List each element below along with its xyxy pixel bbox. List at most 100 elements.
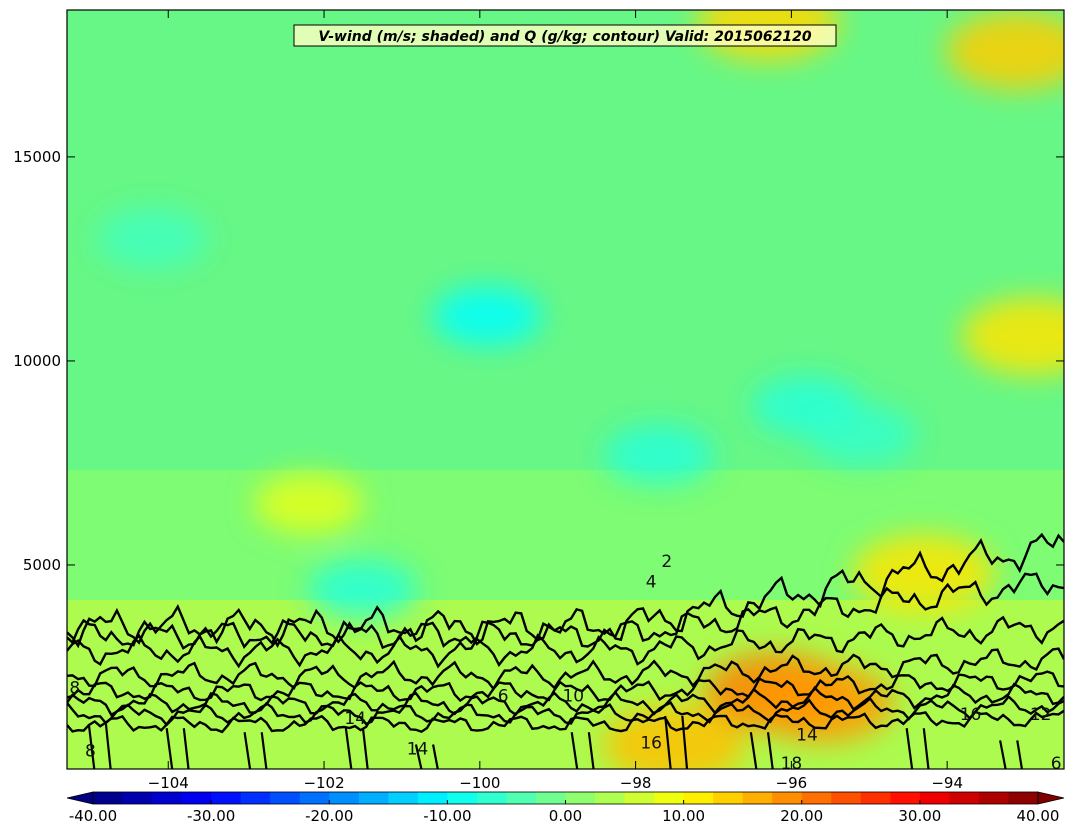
q-contour-line: [749, 732, 774, 769]
x-tick-label: −102: [303, 774, 344, 792]
plot-frame: [66, 9, 1065, 770]
x-tick-label: −94: [931, 774, 963, 792]
shading-base-upper: [67, 10, 1064, 470]
y-axis: 5000 10000 15000: [13, 148, 1064, 574]
shading-feature: [806, 404, 917, 465]
colorbar-segment: [949, 792, 980, 804]
colorbar-segment: [535, 792, 566, 804]
colorbar-segment: [831, 792, 862, 804]
colorbar-segment: [240, 792, 271, 804]
q-contour-line: [664, 715, 689, 769]
colorbar-extend-max: [1037, 791, 1065, 805]
y-tick-label: 5000: [23, 556, 61, 574]
q-contour-line: [67, 682, 1064, 717]
q-contour-label: 8: [85, 742, 96, 762]
q-contour-line: [165, 728, 190, 769]
colorbar-segment: [890, 792, 921, 804]
q-contour-label: 6: [498, 687, 509, 707]
q-contour-label: 16: [960, 705, 982, 725]
colorbar-segment: [447, 792, 478, 804]
colorbar-segment: [270, 792, 301, 804]
q-contour-line: [905, 728, 930, 769]
shading-feature: [603, 424, 714, 485]
colorbar-segment: [801, 792, 832, 804]
colorbar-segment: [476, 792, 507, 804]
colorbar-segment: [713, 792, 744, 804]
colorbar-segment: [595, 792, 626, 804]
colorbar-segment: [683, 792, 714, 804]
colorbar-tick-label: 0.00: [549, 807, 582, 825]
colorbar-segment: [358, 792, 389, 804]
colorbar-tick-label: -40.00: [69, 807, 117, 825]
colorbar-segment: [181, 792, 212, 804]
colorbar-segment: [919, 792, 950, 804]
colorbar-tick-label: 40.00: [1017, 807, 1060, 825]
colorbar-tick-label: -10.00: [423, 807, 471, 825]
q-contour-label: 14: [796, 725, 818, 745]
colorbar-segment: [299, 792, 330, 804]
colorbar-segment: [624, 792, 655, 804]
colorbar-segment: [211, 792, 242, 804]
colorbar-segment: [388, 792, 419, 804]
colorbar-segment: [417, 792, 448, 804]
y-tick-label: 15000: [13, 148, 61, 166]
chart-title-background: [293, 24, 837, 47]
colorbar-segment: [860, 792, 891, 804]
shading-feature: [432, 286, 543, 347]
q-contour-line: [67, 615, 1064, 669]
q-contour-line: [344, 728, 369, 769]
colorbar-tick-label: 30.00: [898, 807, 941, 825]
shading-feature: [852, 534, 996, 613]
colorbar-segment: [1008, 792, 1039, 804]
q-contour-label: 8: [69, 678, 80, 698]
colorbar-tick-label: 10.00: [662, 807, 705, 825]
x-tick-label: −98: [620, 774, 652, 792]
q-contour-line: [67, 572, 1064, 650]
q-contour-label: 10: [562, 687, 584, 707]
shading-feature: [961, 297, 1064, 376]
q-contour-line: [243, 732, 268, 769]
q-contour-line: [87, 723, 112, 769]
colorbar-tick-label: -20.00: [305, 807, 353, 825]
q-contour-label: 12: [1030, 705, 1052, 725]
colorbar-segment: [772, 792, 803, 804]
q-contour-line: [67, 670, 1064, 703]
x-tick-label: −96: [776, 774, 808, 792]
colorbar-tick-label: -30.00: [187, 807, 235, 825]
y-tick-label: 10000: [13, 352, 61, 370]
colorbar: -40.00 -30.00 -20.00 -10.00 0.00 10.00 20.00 30…: [66, 791, 1065, 825]
colorbar-segment: [978, 792, 1009, 804]
q-contour-label: 2: [661, 552, 672, 572]
colorbar-extend-min: [66, 791, 94, 805]
chart-title: V-wind (m/s; shaded) and Q (g/kg; contou…: [318, 29, 811, 45]
q-contour-line: [67, 532, 1064, 649]
q-contour-line: [999, 740, 1024, 769]
q-contour-label: 14: [344, 709, 366, 729]
q-contour-line: [67, 709, 1064, 734]
colorbar-segment: [565, 792, 596, 804]
colorbar-segment: [742, 792, 773, 804]
x-tick-label: −100: [459, 774, 500, 792]
colorbar-segment: [93, 792, 124, 804]
shading-feature: [307, 559, 418, 620]
shading-feature: [97, 208, 208, 269]
q-contour-line: [570, 732, 595, 769]
chart-title-box: V-wind (m/s; shaded) and Q (g/kg; contou…: [293, 24, 837, 47]
shading-feature: [945, 11, 1064, 90]
shading-feature: [751, 664, 895, 743]
q-contour-label: 16: [640, 733, 662, 753]
q-contour-line: [414, 744, 439, 769]
q-contour-label: 6: [1051, 754, 1062, 774]
colorbar-segment: [654, 792, 685, 804]
shading-feature: [253, 473, 364, 534]
colorbar-segment: [329, 792, 360, 804]
colorbar-tick-label: 20.00: [780, 807, 823, 825]
colorbar-segment: [506, 792, 537, 804]
x-tick-label: −104: [148, 774, 189, 792]
colorbar-segment: [152, 792, 183, 804]
x-axis: −104 −102 −100 −98 −96 −94: [148, 10, 963, 792]
colorbar-segment: [122, 792, 153, 804]
q-contours: [67, 532, 1064, 769]
